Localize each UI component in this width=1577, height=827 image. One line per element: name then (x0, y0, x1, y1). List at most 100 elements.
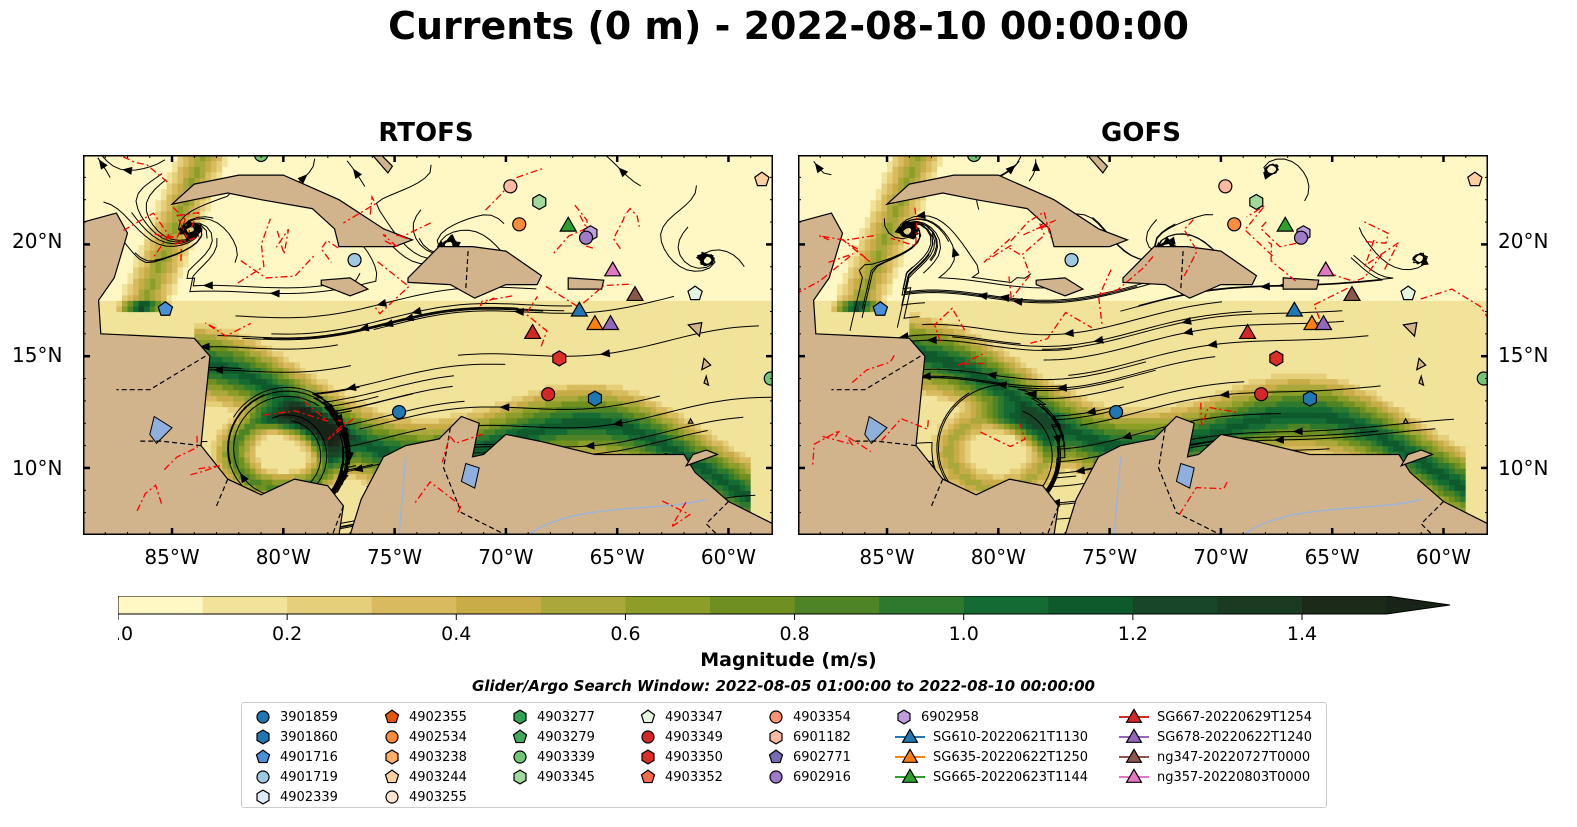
legend-label: 4903339 (537, 749, 595, 765)
legend-label: 4903347 (665, 709, 723, 725)
country-borders (831, 251, 1444, 535)
legend-marker (1125, 708, 1143, 723)
legend-item: SG635-20220622T1250 (895, 747, 1088, 767)
legend-item: SG667-20220629T1254 (1119, 707, 1312, 727)
platform-marker (1400, 285, 1416, 301)
legend-marker (1125, 728, 1143, 743)
platform-marker (1254, 387, 1269, 402)
land (83, 155, 773, 535)
legend-label: 3901859 (280, 709, 338, 725)
platform-marker (587, 390, 603, 407)
legend-marker (897, 709, 911, 725)
hexagon-marker-icon (385, 749, 399, 765)
legend-item: 3901860 (254, 727, 338, 747)
search-window-text: Glider/Argo Search Window: 2022-08-05 01… (472, 677, 1095, 695)
map-panel-rtofs[interactable] (83, 155, 773, 535)
pentagon-marker-icon (640, 769, 656, 784)
legend-marker (385, 749, 399, 765)
platform-marker (523, 323, 542, 340)
lon-label: 65°W (589, 545, 645, 569)
legend-marker (384, 709, 400, 724)
colorbar-tick: 0.4 (441, 623, 471, 645)
legend-column: 4903277 4903279 4903339 4903345 (511, 707, 595, 787)
platform-marker (512, 217, 527, 232)
legend-label: SG678-20220622T1240 (1157, 729, 1313, 745)
lat-label: 10°N (12, 456, 63, 480)
legend-item: 4903339 (511, 747, 595, 767)
legend-label: ng357-20220803T0000 (1157, 769, 1311, 785)
lon-label: 80°W (970, 545, 1026, 569)
legend-marker (513, 769, 527, 785)
circle-marker-icon (256, 710, 270, 724)
legend-marker (256, 770, 270, 784)
colorbar-tick: 1.4 (1287, 623, 1317, 645)
circle-marker-icon (769, 770, 783, 784)
legend-item: 4903354 (767, 707, 851, 727)
pentagon-marker-icon (512, 729, 528, 744)
legend-label: 4903255 (409, 789, 467, 805)
colorbar-segment (1302, 596, 1388, 614)
legend-item: 6902916 (767, 767, 851, 787)
triangle-marker-icon (1119, 768, 1149, 783)
platform-marker (1302, 314, 1321, 331)
platform-marker (603, 260, 622, 277)
legend-item: 4903255 (383, 787, 467, 807)
legend-item: 3901859 (254, 707, 338, 727)
legend-item: SG665-20220623T1144 (895, 767, 1088, 787)
legend-item: 6902771 (767, 747, 851, 767)
platform-marker (1108, 404, 1124, 420)
legend-item: ng357-20220803T0000 (1119, 767, 1312, 787)
platform-marker (1064, 252, 1079, 268)
colorbar-segment (1132, 596, 1218, 614)
legend-item: 4903279 (511, 727, 595, 747)
legend-item: ng347-20220727T0000 (1119, 747, 1312, 767)
legend-label: ng347-20220727T0000 (1157, 749, 1311, 765)
colorbar-segment (625, 596, 711, 614)
legend-marker (640, 769, 656, 784)
legend-label: 4901719 (280, 769, 338, 785)
legend-item: SG610-20220621T1130 (895, 727, 1088, 747)
legend-column: 4903354 6901182 6902771 6902916 (767, 707, 851, 787)
platform-marker (872, 301, 889, 316)
legend-column: SG667-20220629T1254 SG678-20220622T1240 ng… (1119, 707, 1312, 787)
map-frame (83, 155, 773, 535)
legend-label: 6901182 (793, 729, 851, 745)
hexagon-marker-icon (256, 729, 270, 745)
platform-marker (570, 301, 589, 317)
legend-label: 4901716 (280, 749, 338, 765)
legend-item: 4902355 (383, 707, 467, 727)
legend-marker (513, 750, 527, 764)
legend-item: 4903352 (639, 767, 723, 787)
currents-map-gofs[interactable] (798, 155, 1488, 535)
pentagon-marker-icon (384, 709, 400, 724)
legend-item: 4903350 (639, 747, 723, 767)
legend-marker (385, 730, 399, 744)
pentagon-marker-icon (255, 749, 271, 764)
triangle-marker-icon (895, 728, 925, 743)
platform-marker (1476, 371, 1488, 386)
lat-label: 15°N (1498, 343, 1549, 367)
legend-marker (901, 768, 919, 783)
hexagon-marker-icon (641, 749, 655, 765)
legend-marker (512, 729, 528, 744)
platform-marker (1218, 179, 1233, 194)
legend-label: SG610-20220621T1130 (933, 729, 1089, 745)
platform-marker (1302, 390, 1318, 407)
platform-marker (1276, 216, 1295, 232)
legend-label: 4903277 (537, 709, 595, 725)
hexagon-marker-icon (513, 769, 527, 785)
platform-marker (1314, 314, 1333, 331)
map-panel-gofs[interactable] (798, 155, 1488, 535)
platform-marker (541, 387, 556, 402)
platform-marker (1249, 193, 1264, 211)
colorbar-segment (371, 596, 457, 614)
legend-marker (256, 789, 270, 805)
lat-label: 10°N (1498, 456, 1549, 480)
legend-marker (1125, 748, 1143, 763)
legend-marker (769, 770, 783, 784)
colorbar-segment (118, 596, 204, 614)
lon-label: 75°W (366, 545, 423, 569)
legend-marker (256, 729, 270, 745)
platform-markers (157, 155, 773, 420)
currents-map-rtofs[interactable] (83, 155, 773, 535)
